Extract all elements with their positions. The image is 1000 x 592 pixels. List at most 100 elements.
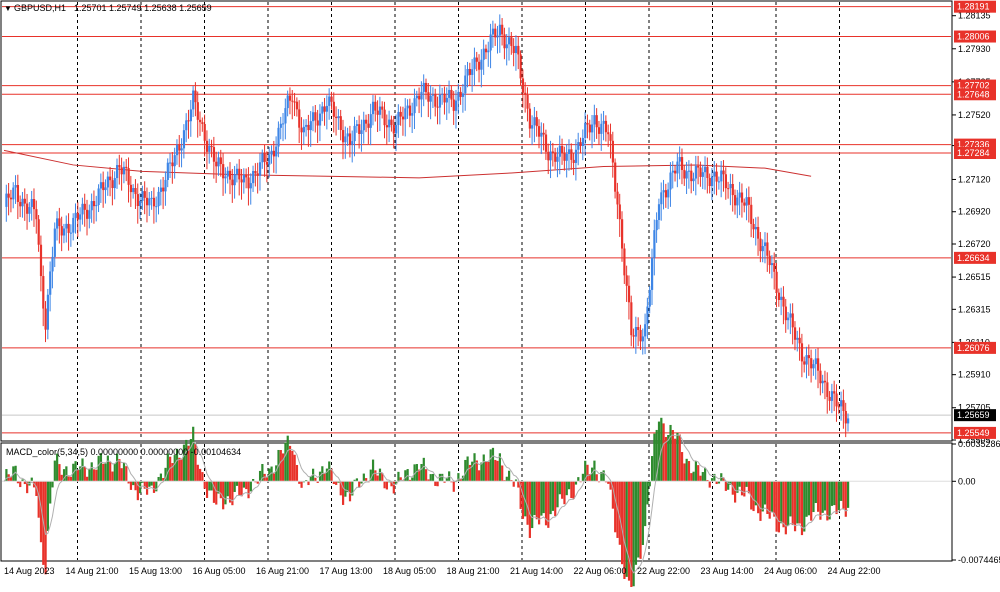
candle-body: [634, 327, 638, 337]
candle-body: [136, 194, 139, 207]
macd-bar: [759, 481, 762, 521]
macd-bar: [353, 479, 356, 482]
macd-bar: [602, 470, 605, 482]
macd-bar: [464, 459, 467, 482]
macd-bar: [475, 460, 478, 482]
macd-bar: [791, 481, 794, 526]
macd-bar: [53, 460, 56, 482]
macd-bar: [284, 442, 287, 482]
macd-bar: [526, 481, 529, 525]
macd-bar: [567, 481, 571, 490]
macd-bar: [487, 461, 490, 482]
price-tick-label: 1.25910: [958, 370, 991, 380]
macd-bar: [258, 470, 262, 482]
macd-bar: [434, 481, 437, 486]
macd-bar: [7, 474, 10, 482]
candle-body: [777, 292, 781, 300]
macd-bar: [383, 481, 386, 489]
price-axis[interactable]: 1.281351.279301.277251.275201.273301.271…: [952, 11, 991, 445]
candle-body: [644, 324, 647, 337]
macd-bar: [484, 461, 488, 482]
macd-bar: [397, 471, 400, 482]
candle-body: [835, 393, 838, 407]
macd-bar: [390, 481, 393, 487]
macd-bar: [833, 481, 836, 506]
level-price-tag: [954, 147, 996, 160]
candle-body: [464, 75, 467, 94]
macd-bar: [835, 481, 838, 515]
candle-body: [473, 57, 476, 70]
candle-body: [415, 95, 418, 99]
collapse-triangle-icon[interactable]: ▼: [4, 4, 12, 13]
macd-bar: [734, 481, 737, 503]
candle-body: [535, 117, 538, 127]
macd-bar: [92, 469, 96, 482]
candle-body: [348, 133, 352, 145]
macd-bar: [376, 475, 379, 482]
candle-body: [5, 193, 8, 207]
price-tick-label: 1.25505: [958, 435, 991, 445]
candle-body: [159, 187, 163, 192]
horizontal-levels[interactable]: [2, 6, 951, 434]
candle-body: [318, 113, 322, 126]
macd-bar: [201, 472, 204, 482]
macd-bar: [323, 472, 326, 482]
candle-body: [454, 100, 458, 111]
candle-body: [713, 171, 716, 177]
candle-body: [46, 294, 50, 330]
candle-body: [92, 201, 96, 207]
time-label: 17 Aug 13:00: [320, 566, 373, 576]
macd-bar: [212, 481, 216, 503]
candle-body: [434, 94, 437, 107]
candle-body: [30, 199, 33, 208]
macd-bar: [625, 481, 628, 577]
price-tick-label: 1.26720: [958, 239, 991, 249]
candle-body: [44, 308, 47, 330]
macd-bar: [157, 476, 160, 482]
candle-body: [487, 50, 490, 53]
candle-body: [664, 190, 668, 198]
candle-body: [667, 189, 670, 198]
level-price-tag: [954, 30, 996, 43]
macd-bar: [348, 481, 352, 502]
macd-bar: [265, 477, 269, 482]
level-price-label: 1.25549: [957, 428, 990, 438]
macd-bar: [420, 464, 423, 482]
macd-bar: [164, 467, 167, 482]
candle-body: [828, 396, 831, 401]
price-tick-label: 1.26515: [958, 272, 991, 282]
candle-body: [282, 123, 285, 125]
candle-body: [683, 169, 686, 179]
candle-body: [793, 327, 797, 340]
candle-body: [823, 380, 827, 383]
macd-bar: [339, 481, 342, 496]
time-label: 24 Aug 06:00: [764, 566, 817, 576]
candle-body: [657, 204, 661, 220]
macd-bar: [134, 481, 137, 491]
macd-bar: [180, 458, 183, 482]
macd-histogram: [2, 417, 951, 592]
macd-bar: [346, 481, 349, 493]
candle-body: [517, 45, 520, 55]
macd-bar: [404, 470, 407, 482]
candle-body: [83, 203, 86, 210]
time-label: 24 Aug 22:00: [828, 566, 881, 576]
macd-bar: [586, 464, 589, 482]
candle-body: [60, 226, 63, 236]
macd-bar: [826, 481, 829, 521]
candle-body: [537, 126, 541, 137]
macd-bar: [671, 430, 674, 482]
level-price-tag: [954, 426, 996, 439]
macd-pane-frame: [0, 442, 953, 562]
macd-bar: [687, 461, 691, 482]
macd-bar: [706, 480, 709, 482]
candle-body: [242, 175, 246, 183]
candle-body: [521, 78, 525, 93]
candle-body: [212, 147, 216, 162]
price-tick-label: 1.26920: [958, 207, 991, 217]
macd-bar: [842, 481, 845, 509]
macd-bar: [291, 450, 294, 482]
candle-body: [113, 178, 116, 189]
